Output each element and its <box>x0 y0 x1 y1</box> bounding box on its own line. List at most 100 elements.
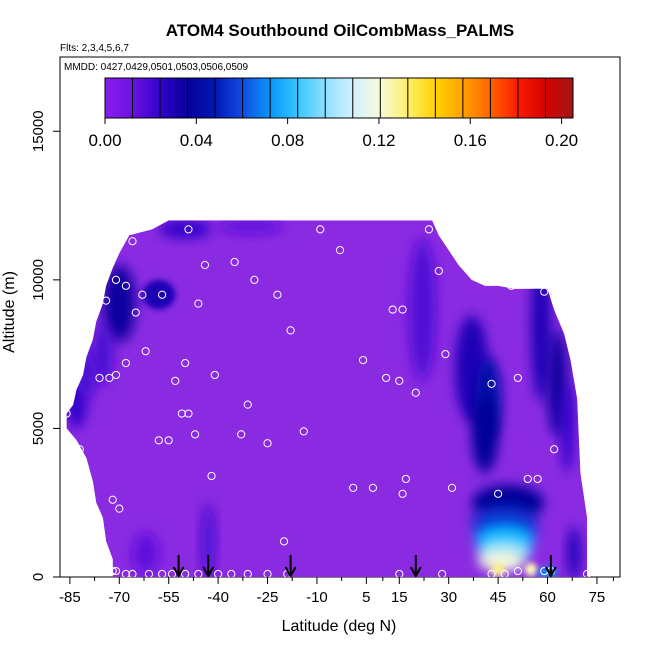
patch-3 <box>76 351 97 399</box>
observation-point-70 <box>214 569 223 577</box>
observation-point-3 <box>105 373 114 383</box>
patch-22 <box>524 563 538 577</box>
observation-point-13 <box>154 436 163 445</box>
observation-point-2 <box>95 373 104 383</box>
colorbar-segment-4 <box>215 78 244 118</box>
observation-point-21 <box>190 430 200 439</box>
observation-point-18 <box>184 409 193 418</box>
x-tick-label-0: -85 <box>59 589 81 606</box>
observation-point-4 <box>111 370 121 380</box>
observation-point-42 <box>395 376 404 385</box>
colorbar-segment-3 <box>187 78 216 118</box>
observation-point-20 <box>184 225 193 234</box>
observation-point-80 <box>513 566 522 576</box>
flights-label: Flts: 2,3,4,5,6,7 <box>60 43 129 54</box>
mmdd-label: MMDD: 0427,0429,0501,0503,0506,0509 <box>64 62 248 73</box>
observation-point-53 <box>513 373 522 383</box>
colorbar-segments <box>105 78 574 118</box>
observation-point-57 <box>550 445 559 454</box>
colorbar-segment-16 <box>545 78 574 118</box>
colorbar-segment-12 <box>435 78 464 118</box>
observation-point-27 <box>237 430 246 439</box>
colorbar-tick-label-4: 0.16 <box>454 131 487 150</box>
observation-point-65 <box>144 569 154 577</box>
colorbar-segment-2 <box>160 78 188 118</box>
patch-20 <box>478 550 525 572</box>
colorbar-segment-11 <box>407 78 436 118</box>
observation-point-68 <box>181 569 190 577</box>
observation-point-28 <box>243 400 252 409</box>
arrow-4 <box>544 555 557 577</box>
y-tick-label-0: 0 <box>30 573 47 581</box>
chart-title: ATOM4 Southbound OilCombMass_PALMS <box>166 21 515 40</box>
observation-point-40 <box>388 305 397 314</box>
colorbar-segment-15 <box>517 78 546 118</box>
observation-point-30 <box>263 439 272 448</box>
observation-point-44 <box>398 489 407 498</box>
colorbar-ticks: 0.00 0.04 0.08 0.12 0.16 0.20 <box>88 118 578 150</box>
observation-point-17 <box>177 409 186 418</box>
observation-point-58 <box>576 358 585 368</box>
observation-point-55 <box>533 474 542 484</box>
y-axis-label: Altitude (m) <box>1 271 18 353</box>
x-tick-label-10: 60 <box>539 589 556 606</box>
colorbar: 0.00 0.04 0.08 0.12 0.16 0.20 <box>88 77 578 150</box>
observation-point-48 <box>441 350 450 359</box>
x-axis: -85 -70 -55 -40 -25 -10 5 15 30 45 60 75 <box>59 577 614 606</box>
patch-9 <box>409 238 436 381</box>
colorbar-segment-0 <box>105 78 133 118</box>
observation-point-66 <box>158 569 167 577</box>
patch-6 <box>218 220 284 234</box>
x-tick-label-11: 75 <box>589 589 606 606</box>
colorbar-segment-13 <box>462 78 491 118</box>
x-tick-label-8: 30 <box>440 589 457 606</box>
observation-point-6 <box>111 275 121 284</box>
x-tick-label-7: 15 <box>391 589 408 606</box>
x-tick-label-6: 5 <box>362 589 370 606</box>
colorbar-segment-10 <box>380 78 409 118</box>
observation-point-76 <box>395 569 404 577</box>
arrow-0 <box>172 555 185 577</box>
profile-arrows <box>172 555 557 577</box>
observation-point-56 <box>540 287 549 296</box>
observation-point-9 <box>128 237 137 246</box>
x-tick-label-1: -70 <box>108 589 130 606</box>
observation-point-41 <box>398 305 407 314</box>
colorbar-tick-label-5: 0.20 <box>545 131 578 150</box>
colorbar-segment-9 <box>352 78 381 118</box>
observation-point-51 <box>494 489 503 498</box>
y-tick-label-2: 10000 <box>30 259 47 301</box>
observation-point-78 <box>487 569 496 577</box>
arrow-3 <box>409 555 422 577</box>
patch-24 <box>567 526 581 577</box>
patch-0 <box>102 265 136 343</box>
observation-point-69 <box>194 569 203 577</box>
observation-point-62 <box>111 566 121 576</box>
colorbar-segment-8 <box>325 78 354 118</box>
observation-point-50 <box>487 379 496 388</box>
arrow-head <box>409 566 422 577</box>
patch-12 <box>471 395 499 473</box>
observation-point-32 <box>286 326 295 335</box>
y-axis: 0 5000 10000 15000 <box>30 110 60 581</box>
observation-point-72 <box>243 569 252 577</box>
colorbar-segment-5 <box>242 78 271 118</box>
observation-point-43 <box>401 474 410 484</box>
observation-point-34 <box>316 225 325 234</box>
observation-point-37 <box>358 355 368 365</box>
observation-point-7 <box>121 281 130 290</box>
arrow-2 <box>284 555 297 577</box>
observation-point-38 <box>368 483 378 492</box>
x-tick-label-2: -55 <box>158 589 180 606</box>
observation-point-10 <box>138 290 147 299</box>
colorbar-segment-14 <box>490 78 519 118</box>
colorbar-segment-1 <box>132 78 161 118</box>
x-tick-label-4: -25 <box>257 589 279 606</box>
colorbar-segment-6 <box>270 78 299 118</box>
observation-point-49 <box>447 483 457 492</box>
observation-point-19 <box>181 358 190 368</box>
observation-point-45 <box>411 388 420 397</box>
observation-point-61 <box>108 566 117 576</box>
colorbar-tick-label-3: 0.12 <box>362 131 395 150</box>
